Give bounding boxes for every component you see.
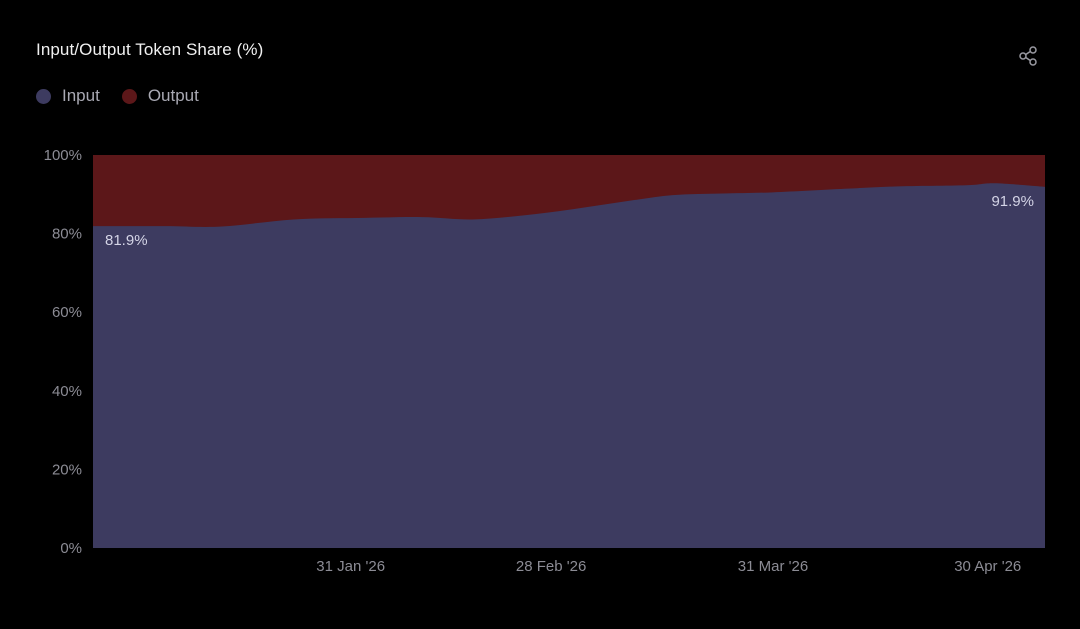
area-input (93, 183, 1045, 548)
legend: Input Output (36, 86, 221, 106)
legend-label-input: Input (62, 86, 100, 105)
chart-title: Input/Output Token Share (%) (36, 40, 264, 59)
legend-item-output[interactable]: Output (121, 86, 199, 106)
y-tick-label: 80% (52, 226, 82, 243)
legend-label-output: Output (147, 86, 199, 105)
legend-swatch-output (121, 88, 137, 104)
x-tick-label: 31 Jan '26 (316, 558, 385, 575)
data-label: 91.9% (991, 193, 1034, 210)
data-labels: 81.9% 91.9% (105, 193, 1034, 249)
share-icon (1019, 46, 1037, 66)
data-label: 81.9% (105, 232, 148, 249)
x-axis: 31 Jan '26 28 Feb '26 31 Mar '26 30 Apr '26 (316, 558, 1021, 575)
legend-item-input[interactable]: Input (36, 86, 100, 106)
x-tick-label: 31 Mar '26 (738, 558, 808, 575)
y-tick-label: 100% (44, 147, 82, 164)
y-axis: 0% 20% 40% 60% 80% 100% (44, 147, 82, 557)
y-tick-label: 60% (52, 304, 82, 321)
y-tick-label: 20% (52, 461, 82, 478)
y-tick-label: 0% (60, 540, 82, 557)
plot-area (93, 155, 1045, 548)
x-tick-label: 28 Feb '26 (516, 558, 586, 575)
x-tick-label: 30 Apr '26 (954, 558, 1021, 575)
y-tick-label: 40% (52, 383, 82, 400)
legend-swatch-input (36, 88, 51, 104)
share-button[interactable] (1016, 44, 1040, 68)
